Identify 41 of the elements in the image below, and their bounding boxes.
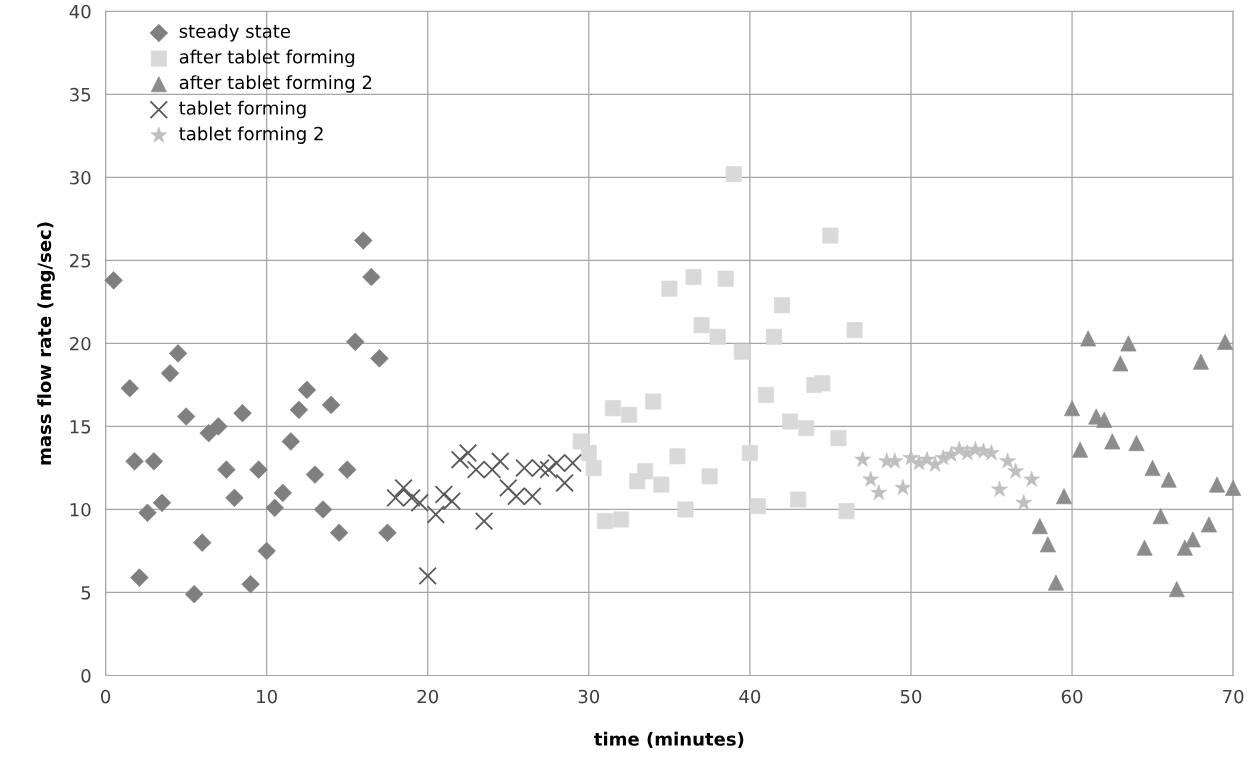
point	[442, 491, 462, 511]
y-tick-label: 10	[70, 502, 91, 517]
y-tick-label: 25	[70, 253, 91, 268]
x-tick-label: 0	[101, 689, 111, 704]
point	[490, 452, 510, 471]
point	[410, 493, 429, 513]
point	[418, 566, 437, 586]
x-tick-label: 20	[417, 689, 439, 704]
y-tick-label: 15	[70, 420, 91, 434]
x-tick-label: 10	[257, 689, 277, 704]
x-tick-label: 50	[900, 689, 922, 704]
point	[354, 231, 373, 250]
point	[450, 450, 470, 469]
point	[539, 460, 558, 479]
x-tick-label: 60	[1061, 689, 1083, 704]
point	[474, 511, 494, 531]
legend-label: steady state	[179, 24, 291, 42]
x-tick-label: 40	[739, 689, 761, 704]
point	[338, 460, 357, 479]
y-tick-label: 5	[81, 586, 91, 600]
legend-label: tablet forming	[179, 100, 306, 119]
y-tick-label: 20	[70, 336, 91, 351]
y-tick-label: 35	[70, 87, 91, 102]
y-tick-label: 30	[70, 170, 91, 185]
x-tick-label: 30	[578, 689, 600, 704]
point	[499, 478, 518, 498]
x-axis-title: time (minutes)	[594, 731, 744, 748]
point	[458, 443, 478, 463]
legend-label: after tablet forming 2	[179, 75, 372, 93]
y-tick-label: 40	[69, 4, 91, 19]
legend-label: after tablet forming	[179, 49, 355, 68]
point	[378, 523, 397, 542]
point	[434, 485, 454, 504]
point	[394, 478, 413, 498]
point	[426, 505, 446, 524]
point	[555, 473, 574, 493]
x-tick-label: 70	[1223, 689, 1244, 704]
point	[144, 452, 164, 471]
y-axis-title: mass flow rate (mg/sec)	[37, 222, 55, 465]
y-tick-label: 0	[81, 668, 91, 683]
legend-label: tablet forming 2	[179, 126, 323, 144]
